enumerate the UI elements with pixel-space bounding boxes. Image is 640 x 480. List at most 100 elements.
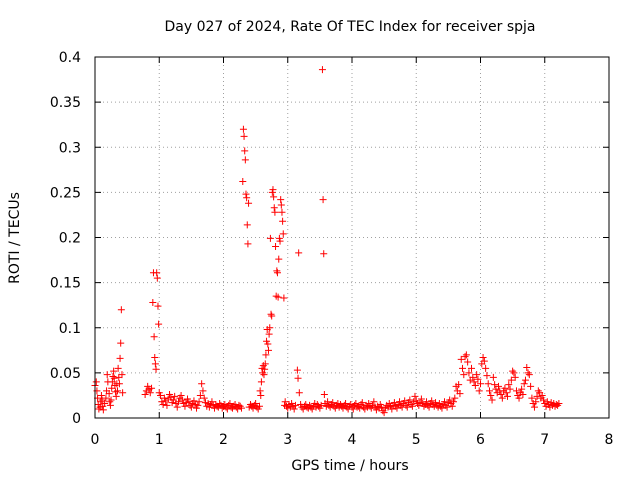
roti-point xyxy=(489,373,497,381)
roti-point xyxy=(530,403,538,411)
roti-point xyxy=(470,378,478,386)
roti-point xyxy=(148,384,156,392)
roti-point xyxy=(265,330,273,338)
roti-point xyxy=(532,398,540,406)
roti-point xyxy=(324,398,332,406)
roti-point xyxy=(417,395,425,403)
roti-point xyxy=(257,378,265,386)
roti-point xyxy=(462,351,470,359)
roti-point xyxy=(524,369,532,377)
roti-point xyxy=(319,196,327,204)
roti-point xyxy=(196,391,204,399)
roti-point xyxy=(468,364,476,372)
y-tick-label: 0.2 xyxy=(59,231,81,247)
roti-point xyxy=(199,387,207,395)
roti-point xyxy=(157,391,165,399)
roti-point xyxy=(277,201,285,209)
roti-point xyxy=(246,400,254,408)
roti-point xyxy=(261,360,269,368)
x-tick-label: 4 xyxy=(348,432,357,448)
roti-point xyxy=(116,354,124,362)
roti-point xyxy=(194,401,202,409)
roti-point xyxy=(187,403,195,411)
roti-point xyxy=(153,269,161,277)
roti-point xyxy=(457,355,465,363)
roti-point xyxy=(118,371,126,379)
roti-point xyxy=(464,358,472,366)
roti-point xyxy=(110,374,118,382)
roti-point xyxy=(475,387,483,395)
y-axis-title: ROTI / TECUs xyxy=(7,192,23,284)
roti-point xyxy=(469,373,477,381)
roti-point xyxy=(503,392,511,400)
roti-point xyxy=(269,186,277,194)
roti-point xyxy=(236,402,244,410)
roti-point xyxy=(411,392,419,400)
roti-point xyxy=(264,346,272,354)
grid-lines xyxy=(95,57,609,418)
roti-point xyxy=(336,400,344,408)
roti-point xyxy=(460,371,468,379)
roti-point xyxy=(554,401,562,409)
roti-point xyxy=(274,293,282,301)
roti-point xyxy=(527,382,535,390)
roti-point xyxy=(273,269,281,277)
roti-point xyxy=(155,320,163,328)
y-tick-label: 0.25 xyxy=(50,185,81,201)
roti-point xyxy=(159,400,167,408)
roti-point xyxy=(455,381,463,389)
roti-point xyxy=(539,396,547,404)
roti-point xyxy=(146,389,154,397)
roti-point xyxy=(293,366,301,374)
roti-point xyxy=(270,204,278,212)
roti-point xyxy=(218,404,226,412)
roti-point xyxy=(349,405,357,413)
roti-point xyxy=(509,367,517,375)
roti-point xyxy=(461,353,469,361)
roti-point xyxy=(266,234,274,242)
roti-point xyxy=(295,389,303,397)
roti-point xyxy=(119,389,127,397)
roti-point xyxy=(198,380,206,388)
chart-title: Day 027 of 2024, Rate Of TEC Index for r… xyxy=(164,19,535,35)
roti-point xyxy=(306,401,314,409)
roti-point xyxy=(380,409,388,417)
roti-point xyxy=(272,243,280,251)
roti-point xyxy=(393,404,401,412)
x-tick-label: 5 xyxy=(412,432,421,448)
x-tick-label: 3 xyxy=(283,432,292,448)
roti-point xyxy=(477,380,484,388)
roti-point xyxy=(281,398,289,406)
roti-point xyxy=(396,398,404,406)
roti-point xyxy=(329,399,337,407)
roti-point xyxy=(112,392,120,400)
roti-point xyxy=(515,394,523,402)
roti-point xyxy=(512,387,520,395)
y-tick-label: 0.35 xyxy=(50,95,81,111)
y-tick-label: 0.15 xyxy=(50,276,81,292)
roti-point xyxy=(487,391,495,399)
roti-point xyxy=(438,404,446,412)
roti-point xyxy=(401,397,409,405)
roti-point xyxy=(511,373,519,381)
roti-point xyxy=(507,376,515,384)
roti-point xyxy=(262,351,270,359)
roti-point xyxy=(175,398,183,406)
roti-point xyxy=(502,389,510,397)
roti-point xyxy=(240,132,248,140)
roti-point xyxy=(152,365,160,373)
x-tick-label: 1 xyxy=(155,432,164,448)
y-tick-label: 0.05 xyxy=(50,366,81,382)
roti-point xyxy=(226,400,234,408)
roti-point xyxy=(92,378,100,386)
roti-point xyxy=(408,402,416,410)
roti-point xyxy=(555,400,563,408)
roti-point xyxy=(114,364,122,372)
roti-point xyxy=(260,371,268,379)
roti-point xyxy=(117,306,125,314)
roti-point xyxy=(358,399,366,407)
roti-point xyxy=(538,391,546,399)
roti-point xyxy=(456,390,464,398)
y-tick-label: 0.1 xyxy=(59,321,81,337)
roti-point xyxy=(256,387,264,395)
